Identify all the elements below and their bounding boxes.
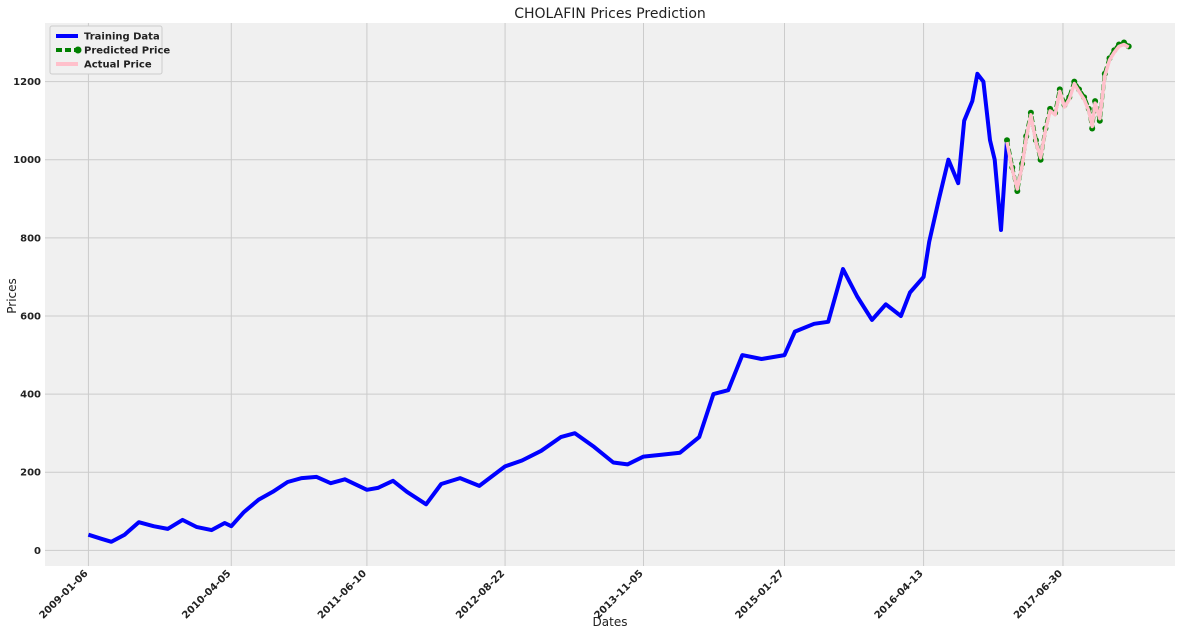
x-tick-label: 2013-11-05: [593, 568, 646, 621]
x-tick-label: 2011-06-10: [316, 568, 369, 621]
x-tick-label: 2017-06-30: [1012, 568, 1065, 621]
y-tick-label: 200: [20, 468, 41, 479]
y-tick-label: 1200: [13, 77, 41, 88]
series-line: [1005, 42, 1130, 191]
legend-label: Actual Price: [84, 60, 152, 71]
plot-background: [45, 23, 1175, 566]
series-actual-price: [1005, 42, 1130, 191]
x-tick-label: 2009-01-06: [38, 568, 91, 621]
legend-label: Training Data: [84, 32, 160, 43]
chart-title: CHOLAFIN Prices Prediction: [514, 6, 706, 22]
legend: Training Data Predicted Price Actual Price: [49, 25, 170, 75]
series-line: [87, 71, 1009, 544]
x-tick-label: 2016-04-13: [873, 568, 926, 621]
y-tick-label: 800: [20, 233, 41, 244]
y-axis-label: Prices: [5, 278, 19, 314]
y-tick-label: 400: [20, 390, 41, 401]
y-tick-label: 1000: [13, 155, 41, 166]
legend-label: Predicted Price: [84, 46, 170, 57]
grid: [45, 23, 1175, 566]
x-tick-label: 2015-01-27: [734, 568, 787, 621]
legend-marker: [74, 46, 82, 54]
y-axis: 0 200 400 600 800 1000 1200: [13, 77, 41, 557]
y-tick-label: 600: [20, 311, 41, 322]
series-layer: [87, 39, 1132, 544]
x-axis-label: Dates: [593, 615, 628, 629]
x-tick-label: 2010-04-05: [180, 568, 233, 621]
x-tick-label: 2012-08-22: [454, 568, 507, 621]
data-point: [1004, 137, 1010, 144]
x-axis: 2009-01-06 2010-04-05 2011-06-10 2012-08-22…: [38, 568, 1066, 621]
series-training-data: [87, 71, 1009, 544]
y-tick-label: 0: [34, 546, 41, 557]
